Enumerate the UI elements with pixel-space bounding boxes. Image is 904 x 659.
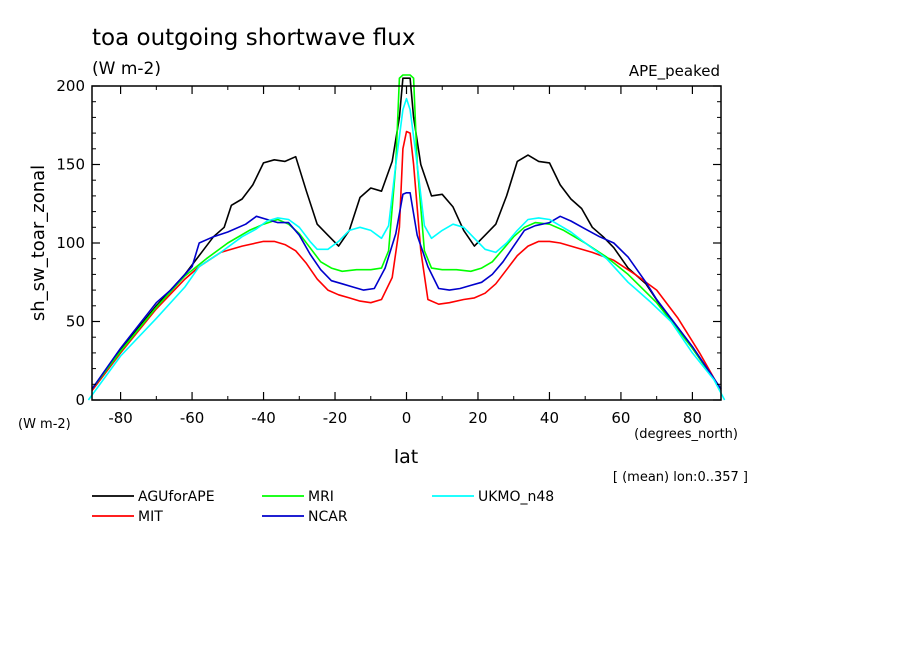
x-tick-label: -80 — [108, 409, 133, 427]
y-tick-label: 50 — [66, 313, 85, 331]
x-tick-label: 0 — [402, 409, 412, 427]
x-tick-label: -60 — [180, 409, 205, 427]
y-tick-label: 200 — [56, 77, 85, 95]
series-line-mri — [91, 74, 722, 390]
y-axis-label: sh_sw_toar_zonal — [28, 165, 49, 321]
y-axis-units: (W m-2) — [18, 417, 71, 432]
series-layer — [87, 74, 726, 401]
legend-label-aguforape: AGUforAPE — [138, 489, 215, 505]
series-line-aguforape — [91, 77, 722, 390]
legend: AGUforAPE MIT MRI NCAR UKMO_n48 — [92, 489, 554, 525]
chart-title: toa outgoing shortwave flux — [92, 25, 415, 51]
x-tick-label: -40 — [251, 409, 276, 427]
legend-label-ukmo-n48: UKMO_n48 — [478, 489, 554, 505]
series-line-ncar — [91, 192, 722, 390]
x-tick-label: 20 — [468, 409, 487, 427]
chart-units: (W m-2) — [92, 59, 161, 79]
experiment-label: APE_peaked — [629, 62, 720, 81]
y-tick-label: 0 — [75, 391, 85, 409]
y-tick-label: 150 — [56, 156, 85, 174]
legend-label-mit: MIT — [138, 509, 163, 525]
x-tick-label: 80 — [683, 409, 702, 427]
series-line-ukmo-n48 — [87, 97, 726, 401]
x-tick-label: 60 — [611, 409, 630, 427]
series-line-mit — [91, 130, 722, 392]
y-tick-label: 100 — [56, 234, 85, 252]
x-axis-label: lat — [394, 446, 418, 468]
averaging-note: [ (mean) lon:0..357 ] — [613, 470, 748, 485]
x-axis-units: (degrees_north) — [634, 427, 738, 442]
legend-label-ncar: NCAR — [308, 509, 348, 525]
x-tick-label: -20 — [323, 409, 348, 427]
ticks-layer: -80 -60 -40 -20 0 20 40 60 80 0 50 100 150 200 — [56, 77, 721, 427]
legend-label-mri: MRI — [308, 489, 334, 505]
x-tick-label: 40 — [540, 409, 559, 427]
